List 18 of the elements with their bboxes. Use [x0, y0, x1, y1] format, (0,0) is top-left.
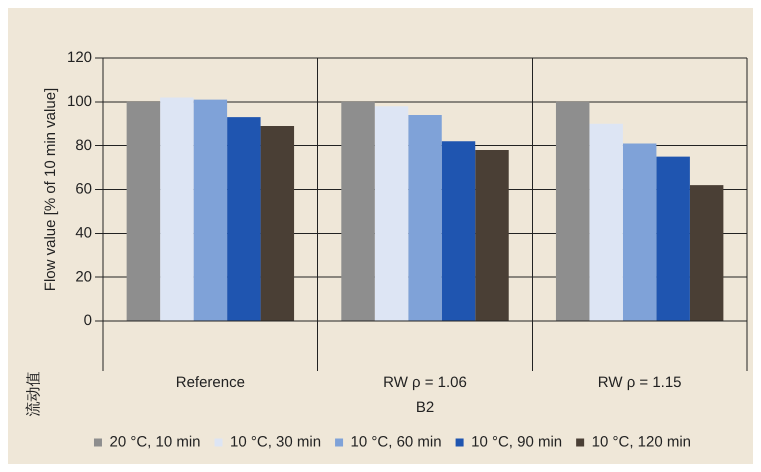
y-axis-title: Flow value [% of 10 min value] [42, 88, 60, 292]
x-tick-label: RW ρ = 1.15 [598, 374, 682, 392]
y-tick-label: 0 [84, 312, 92, 330]
x-tick-label: RW ρ = 1.06 [383, 374, 467, 392]
y-tick-label: 40 [75, 224, 92, 242]
x-tick-label: Reference [176, 374, 245, 392]
x-axis-title: B2 [416, 399, 434, 416]
y-tick-label: 80 [75, 136, 92, 154]
y-tick-label: 60 [75, 180, 92, 198]
y-tick-label: 120 [66, 49, 92, 66]
text: 流动值 [24, 372, 42, 416]
legend-label: 10 °C, 60 min [350, 434, 442, 451]
legend-label: 10 °C, 120 min [592, 434, 692, 451]
legend-label: 10 °C, 30 min [230, 434, 322, 451]
y-tick-label: 20 [75, 268, 92, 286]
legend-label: 10 °C, 90 min [471, 434, 562, 451]
y-tick-label: 100 [66, 92, 92, 110]
legend-label: 20 °C, 10 min [109, 434, 201, 451]
